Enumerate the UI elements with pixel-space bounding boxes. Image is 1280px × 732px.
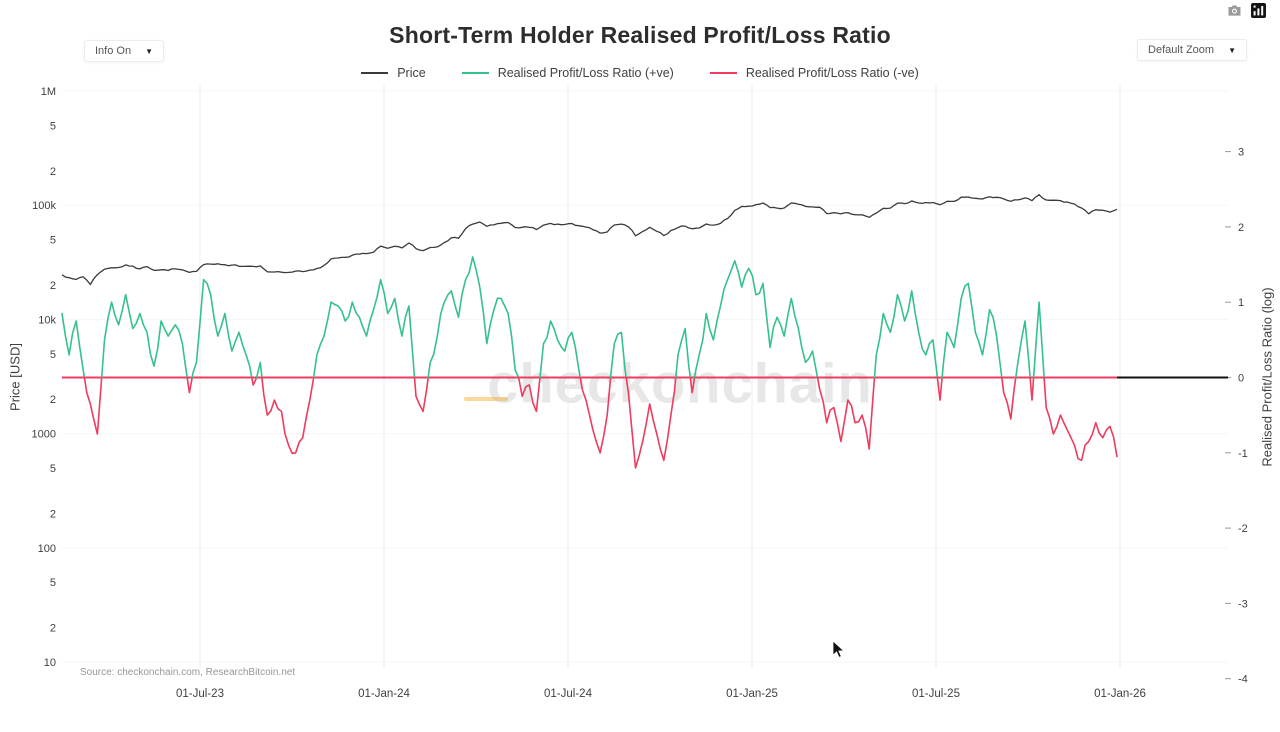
info-dropdown-label: Info On bbox=[95, 45, 132, 57]
x-tick-label: 01-Jul-24 bbox=[544, 688, 593, 700]
ratio-line-negative bbox=[251, 376, 258, 386]
price-tick-label: 2 bbox=[50, 394, 56, 406]
legend-swatch bbox=[361, 72, 389, 74]
price-axis-title: Price [USD] bbox=[7, 343, 23, 411]
legend-swatch bbox=[709, 72, 737, 74]
ratio-line-positive bbox=[693, 259, 819, 379]
price-tick-label: 10 bbox=[44, 657, 56, 669]
ratio-tick-label: -3 bbox=[1238, 598, 1248, 610]
legend-label: Realised Profit/Loss Ratio (+ve) bbox=[497, 66, 674, 80]
legend-swatch bbox=[461, 72, 489, 74]
x-tick-label: 01-Jan-25 bbox=[726, 688, 778, 700]
ratio-tick-label: 1 bbox=[1238, 297, 1244, 309]
watermark: checkonchain bbox=[487, 351, 873, 415]
legend-label: Price bbox=[397, 66, 426, 80]
ratio-line-negative bbox=[689, 376, 696, 394]
ratio-line-negative bbox=[625, 376, 677, 469]
price-tick-label: 1000 bbox=[32, 429, 56, 441]
ratio-line-negative bbox=[936, 376, 943, 401]
ratio-line-negative bbox=[1043, 376, 1118, 462]
ratio-tick-label: 2 bbox=[1238, 222, 1244, 234]
ratio-line-positive bbox=[191, 278, 253, 379]
ratio-axis-title: Realised Profit/Loss Ratio (log) bbox=[1259, 287, 1275, 467]
price-tick-label: 5 bbox=[50, 577, 56, 589]
download-snapshot-button[interactable] bbox=[1227, 4, 1242, 17]
ratio-tick-label: -2 bbox=[1238, 523, 1248, 535]
x-tick-label: 01-Jul-23 bbox=[176, 688, 224, 700]
ratio-line-negative bbox=[517, 376, 541, 413]
cursor-arrow-icon bbox=[832, 640, 845, 658]
mouse-cursor bbox=[832, 640, 846, 664]
ratio-line-negative bbox=[816, 376, 876, 450]
ratio-line-positive bbox=[873, 290, 939, 379]
watermark-underline bbox=[464, 397, 508, 401]
chart-logo-icon bbox=[1251, 3, 1266, 18]
ratio-tick-label: -4 bbox=[1238, 674, 1248, 686]
x-tick-label: 01-Jul-25 bbox=[912, 688, 960, 700]
source-attribution: Source: checkonchain.com, ResearchBitcoi… bbox=[80, 667, 296, 678]
price-tick-label: 10k bbox=[38, 314, 56, 326]
ratio-line-positive bbox=[100, 293, 188, 379]
info-dropdown[interactable]: Info On ▼ bbox=[84, 40, 164, 62]
price-tick-label: 5 bbox=[50, 349, 56, 361]
ratio-line-negative bbox=[1000, 376, 1017, 420]
legend-item-1[interactable]: Realised Profit/Loss Ratio (+ve) bbox=[461, 66, 674, 80]
ratio-line-positive bbox=[61, 312, 86, 379]
ratio-tick-label: 0 bbox=[1238, 373, 1244, 385]
price-tick-label: 2 bbox=[50, 623, 56, 635]
chevron-down-icon: ▼ bbox=[145, 46, 153, 56]
camera-icon bbox=[1228, 5, 1241, 16]
chevron-down-icon: ▼ bbox=[1228, 45, 1236, 55]
ratio-line-negative bbox=[83, 376, 103, 435]
ratio-line-negative bbox=[579, 376, 612, 454]
price-tick-label: 5 bbox=[50, 235, 56, 247]
ratio-line-negative bbox=[186, 376, 193, 394]
price-tick-label: 100k bbox=[32, 200, 56, 212]
ratio-tick-label: -1 bbox=[1238, 448, 1248, 460]
price-tick-label: 2 bbox=[50, 508, 56, 520]
zoom-dropdown[interactable]: Default Zoom ▼ bbox=[1137, 39, 1247, 61]
ratio-line-positive bbox=[674, 327, 692, 379]
x-tick-label: 01-Jan-24 bbox=[358, 688, 410, 700]
ratio-tick-label: 3 bbox=[1238, 147, 1244, 159]
ratio-line-positive bbox=[941, 282, 1003, 379]
ratio-line-positive bbox=[312, 278, 416, 379]
ratio-line-positive bbox=[1032, 301, 1045, 379]
price-tick-label: 100 bbox=[38, 543, 56, 555]
price-tick-label: 1M bbox=[41, 86, 56, 98]
ratio-line-negative bbox=[261, 376, 315, 455]
legend-item-2[interactable]: Realised Profit/Loss Ratio (-ve) bbox=[709, 66, 919, 80]
price-tick-label: 2 bbox=[50, 166, 56, 178]
ratio-line-positive bbox=[1014, 320, 1031, 379]
page-title: Short-Term Holder Realised Profit/Loss R… bbox=[389, 22, 891, 48]
legend-label: Realised Profit/Loss Ratio (-ve) bbox=[745, 66, 919, 80]
ratio-line-positive bbox=[609, 331, 628, 379]
price-tick-label: 5 bbox=[50, 120, 56, 132]
ratio-line-positive bbox=[427, 256, 520, 379]
ratio-line-positive bbox=[255, 361, 263, 379]
price-tick-label: 5 bbox=[50, 463, 56, 475]
zoom-dropdown-label: Default Zoom bbox=[1148, 44, 1215, 56]
ratio-line-positive bbox=[539, 320, 582, 379]
price-tick-label: 2 bbox=[50, 280, 56, 292]
legend-item-0[interactable]: Price bbox=[361, 66, 426, 80]
modebar bbox=[1227, 3, 1266, 18]
price-line bbox=[61, 194, 1118, 286]
ratio-line-negative bbox=[1029, 376, 1035, 401]
x-tick-label: 01-Jan-26 bbox=[1094, 688, 1146, 700]
legend: Price Realised Profit/Loss Ratio (+ve) Rea… bbox=[0, 66, 1280, 80]
chart-logo-button[interactable] bbox=[1251, 3, 1266, 18]
ratio-line-negative bbox=[413, 376, 430, 413]
